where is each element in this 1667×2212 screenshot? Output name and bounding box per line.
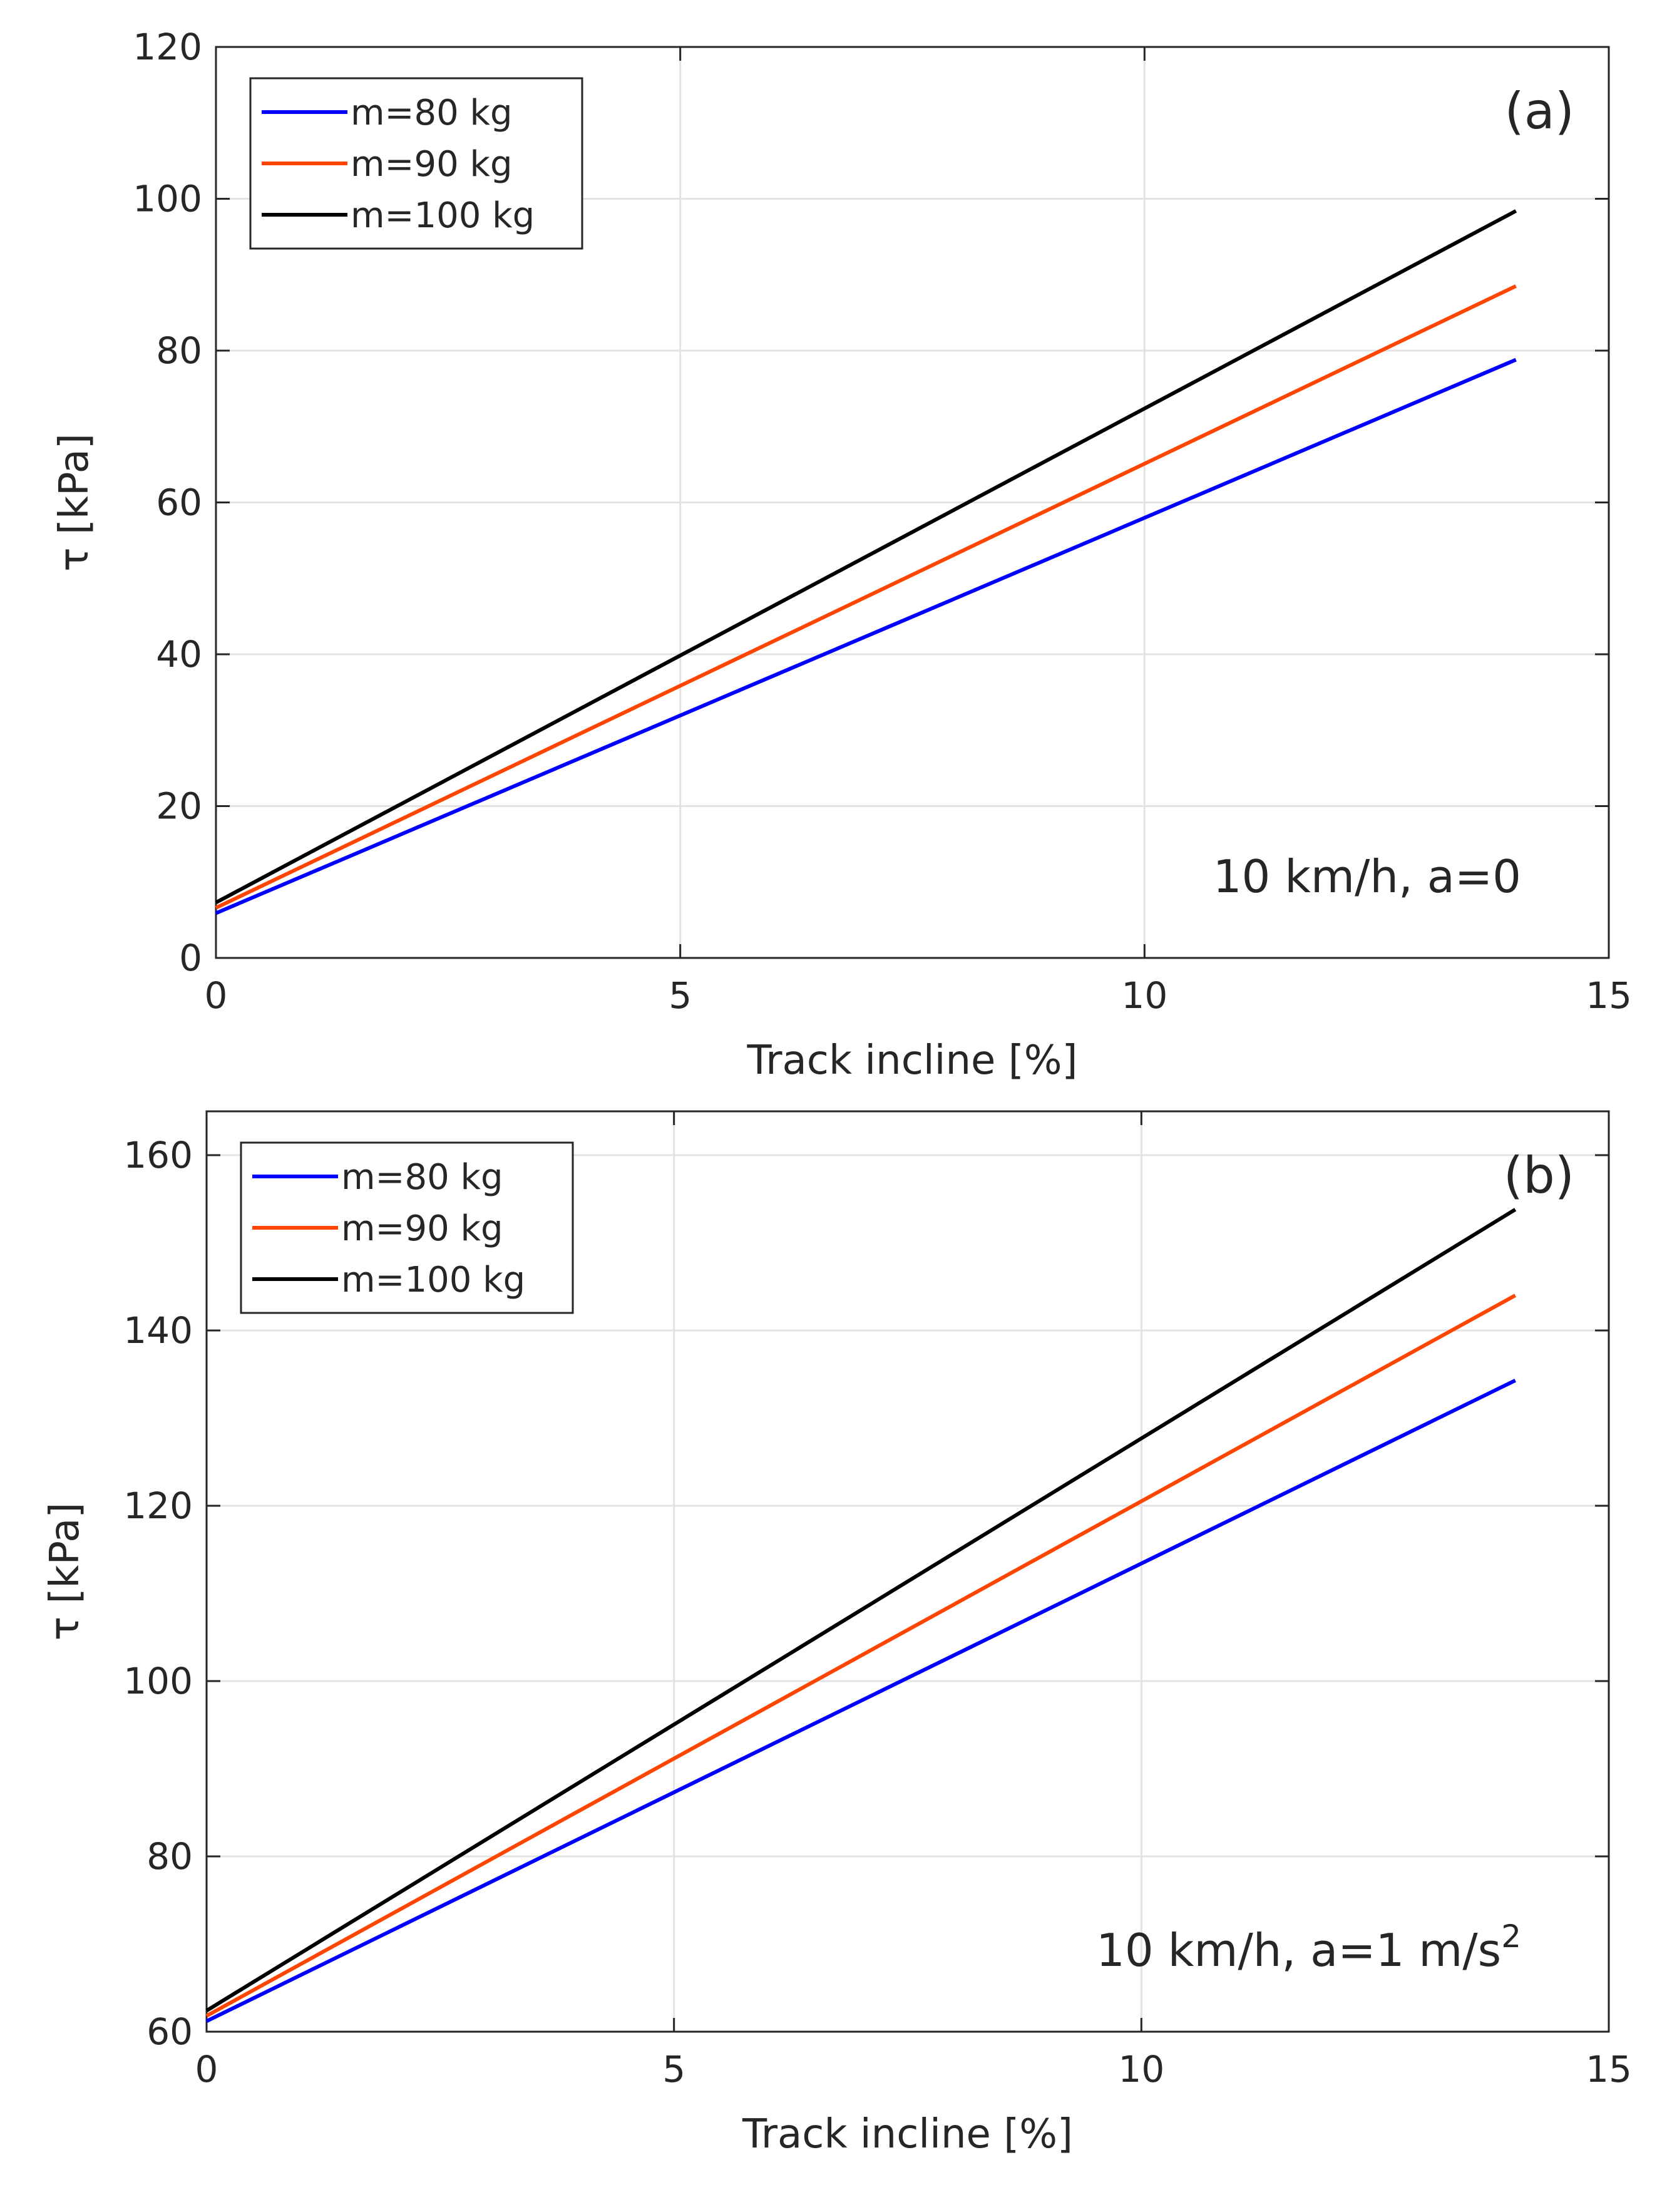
y-tick-label: 20: [156, 785, 202, 828]
y-tick-label: 120: [133, 26, 202, 68]
legend-label: m=90 kg: [351, 144, 513, 185]
series-line: [205, 1208, 1517, 2012]
x-tick-label: 10: [1118, 2048, 1164, 2091]
x-axis-label: Track incline [%]: [747, 1037, 1078, 1084]
y-tick-label: 100: [123, 1660, 193, 1702]
y-tick-label: 60: [156, 481, 202, 524]
series-line: [205, 1379, 1516, 2023]
y-tick-label: 40: [156, 633, 202, 676]
legend-label: m=80 kg: [351, 93, 513, 133]
y-tick-label: 100: [133, 178, 202, 220]
series-line: [215, 284, 1517, 910]
x-tick-label: 5: [669, 974, 692, 1017]
series-line: [215, 209, 1517, 905]
condition-annotation: 10 km/h, a=0: [1213, 850, 1521, 903]
y-tick-label: 80: [146, 1835, 193, 1878]
legend-label: m=90 kg: [341, 1208, 503, 1249]
legend-label: m=80 kg: [341, 1157, 503, 1198]
x-tick-label: 10: [1121, 974, 1167, 1017]
y-tick-label: 0: [179, 937, 202, 979]
y-tick-label: 60: [146, 2010, 193, 2053]
y-tick-label: 120: [123, 1484, 193, 1527]
y-tick-label: 160: [123, 1134, 193, 1176]
y-tick-label: 140: [123, 1309, 193, 1352]
panel-label: (a): [1505, 82, 1574, 140]
x-tick-label: 0: [205, 974, 228, 1017]
x-tick-label: 15: [1586, 2048, 1632, 2091]
x-tick-label: 15: [1586, 974, 1632, 1017]
annotation-superscript: 2: [1501, 1918, 1521, 1955]
series-line: [215, 358, 1517, 915]
y-axis-label: τ [kPa]: [51, 433, 98, 572]
plot-frame: [205, 1110, 1610, 2033]
x-tick-label: 0: [195, 2048, 218, 2091]
x-tick-label: 5: [662, 2048, 685, 2091]
chart-panel-a: 0 5 10 15 0 20 40 60 80 100 120 Track incline [%] τ …: [51, 26, 1632, 1084]
y-tick-label: 80: [156, 329, 202, 372]
x-axis-label: Track incline [%]: [742, 2111, 1073, 2158]
legend-label: m=100 kg: [351, 195, 535, 236]
condition-annotation: 10 km/h, a=1 m/s2: [1096, 1918, 1521, 1977]
panel-label: (b): [1504, 1146, 1574, 1205]
series-line: [205, 1294, 1517, 2018]
y-axis-label: τ [kPa]: [42, 1503, 88, 1641]
legend-label: m=100 kg: [341, 1260, 525, 1300]
chart-panel-b: 0 5 10 15 60 80 100 120 140 160 Track incline [%] τ…: [42, 1110, 1632, 2158]
